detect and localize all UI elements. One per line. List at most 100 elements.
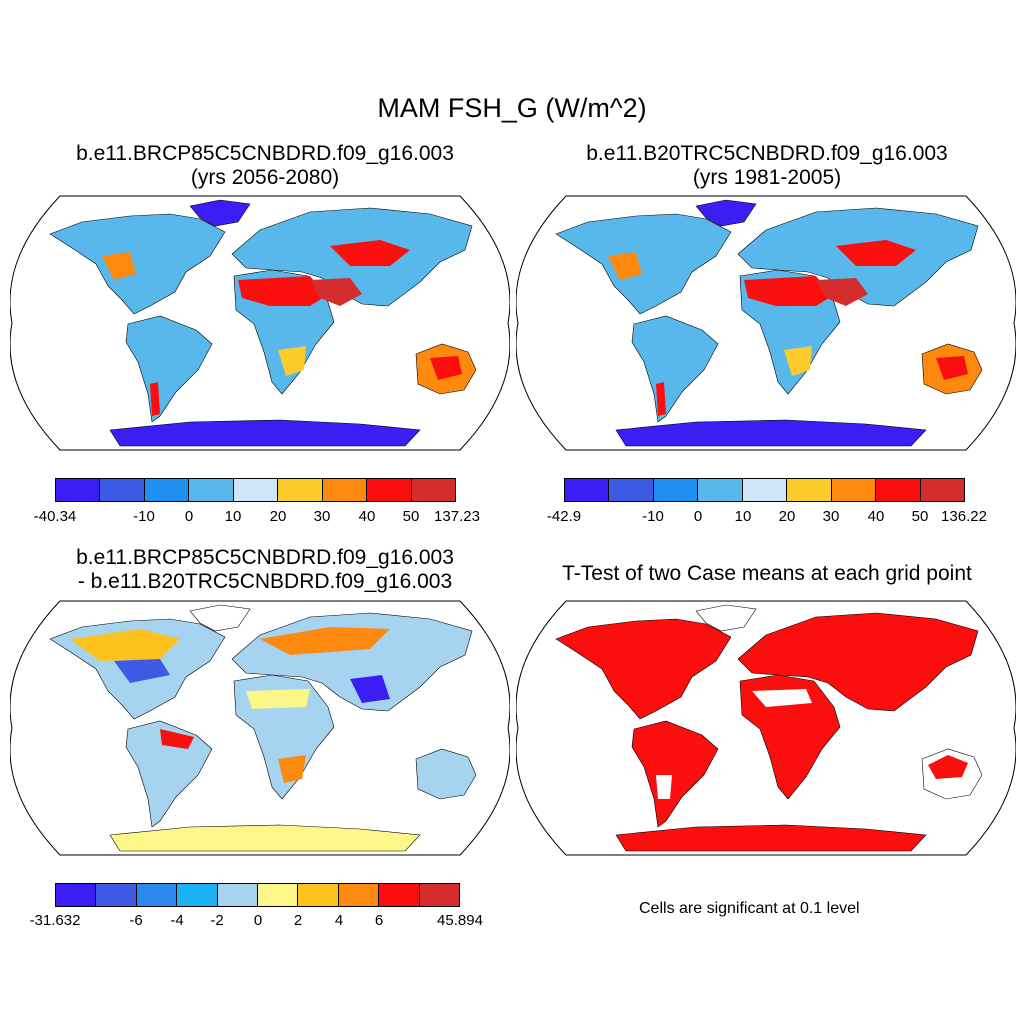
colorbar-swatch [742, 479, 788, 501]
panel1-tick: -10 [133, 508, 155, 525]
panel2-tick: 136.22 [941, 508, 987, 525]
us-cold-region [114, 659, 170, 683]
panel2-tick: 10 [734, 508, 752, 525]
andes-region [150, 382, 160, 416]
colorbar-swatch [233, 479, 279, 501]
colorbar-swatch [876, 479, 921, 501]
colorbar-swatch [56, 479, 101, 501]
colorbar-swatch [322, 479, 368, 501]
colorbar-swatch [338, 884, 380, 906]
central-asia-region [836, 240, 916, 266]
colorbar-swatch [144, 479, 190, 501]
colorbar-swatch [278, 479, 323, 501]
panel3-title-line2: - b.e11.B20TRC5CNBDRD.f09_g16.003 [77, 570, 453, 593]
panel2-tick: 0 [693, 508, 703, 525]
colorbar-swatch [920, 479, 964, 501]
panel1-title-line2: (yrs 2056-2080) [190, 166, 340, 189]
landmass-greenland [695, 604, 757, 632]
panel2-tick: 40 [867, 508, 885, 525]
panel2-title: b.e11.B20TRC5CNBDRD.f09_g16.003 (yrs 198… [522, 142, 1012, 190]
colorbar-swatch [565, 479, 610, 501]
landmass-south-america [125, 315, 213, 423]
sahara-region [238, 276, 326, 306]
colorbar-swatch [189, 479, 234, 501]
panel4-title-line1: T-Test of two Case means at each grid po… [562, 562, 972, 585]
landmass-africa [739, 674, 841, 800]
colorbar-swatch [379, 884, 420, 906]
panel3-tick: 45.894 [437, 912, 483, 929]
panel3-tick: -6 [129, 912, 143, 929]
middle-east-region [310, 278, 362, 306]
panel1-tick: 137.23 [434, 508, 480, 525]
colorbar-swatch [419, 884, 460, 906]
panel3-tick: 0 [253, 912, 263, 929]
panel4-map [516, 600, 1016, 856]
us-west-region [608, 252, 642, 280]
colorbar-swatch [96, 884, 137, 906]
panel2-map [516, 195, 1016, 451]
panel1-tick: -40.34 [33, 508, 77, 525]
landmass-greenland [189, 199, 251, 227]
landmass-greenland [189, 604, 251, 632]
landmass-antarctica [615, 824, 927, 852]
australia-core-region [936, 356, 968, 380]
panel1-title: b.e11.BRCP85C5CNBDRD.f09_g16.003 (yrs 20… [20, 142, 510, 190]
amazon-warm-region [160, 729, 194, 749]
sahara-nonsignificant-region [752, 689, 812, 707]
panel1-map [10, 195, 510, 451]
landmass-antarctica [615, 419, 927, 447]
panel3-colorbar [55, 883, 460, 907]
australia-significant-region [928, 755, 968, 779]
panel1-tick: 0 [184, 508, 194, 525]
colorbar-swatch [787, 479, 832, 501]
panel2-title-line2: (yrs 1981-2005) [692, 166, 842, 189]
colorbar-swatch [136, 884, 178, 906]
panel3-tick: 6 [374, 912, 384, 929]
landmass-south-america [631, 315, 719, 423]
colorbar-swatch [698, 479, 743, 501]
panel3-tick: 4 [334, 912, 344, 929]
panel3-tick: -4 [170, 912, 184, 929]
panel1-tick: 20 [269, 508, 287, 525]
panel3-tick: -31.632 [29, 912, 81, 929]
panel3-map [10, 600, 510, 856]
map-outline [516, 195, 1016, 451]
panel2-tick: -42.9 [546, 508, 582, 525]
panel3-title: b.e11.BRCP85C5CNBDRD.f09_g16.003 - b.e11… [20, 546, 510, 594]
panel1-colorbar [55, 478, 456, 502]
australia-core-region [430, 356, 462, 380]
panel2-colorbar [564, 478, 965, 502]
panel2-title-line1: b.e11.B20TRC5CNBDRD.f09_g16.003 [586, 142, 948, 165]
panel1-title-line1: b.e11.BRCP85C5CNBDRD.f09_g16.003 [76, 142, 454, 165]
us-west-region [102, 252, 136, 280]
north-america-warm-region [70, 629, 180, 661]
figure-title: MAM FSH_G (W/m^2) [377, 93, 647, 123]
panel2-tick: -10 [642, 508, 664, 525]
panel1-tick: 10 [224, 508, 242, 525]
colorbar-swatch [217, 884, 259, 906]
panel3-tick: 2 [293, 912, 303, 929]
colorbar-swatch [298, 884, 339, 906]
map-outline [516, 600, 1016, 856]
landmass-antarctica [109, 824, 421, 852]
landmass-north-america [49, 213, 226, 315]
colorbar-swatch [258, 884, 299, 906]
panel2-tick: 30 [822, 508, 840, 525]
colorbar-swatch [56, 884, 97, 906]
colorbar-swatch [367, 479, 412, 501]
colorbar-swatch [177, 884, 218, 906]
panel1-tick: 30 [313, 508, 331, 525]
panel4-title: T-Test of two Case means at each grid po… [522, 562, 1012, 586]
andes-region [656, 382, 666, 416]
panel2-tick: 20 [778, 508, 796, 525]
landmass-south-america [631, 720, 719, 828]
landmass-greenland [695, 199, 757, 227]
sahara-region [744, 276, 832, 306]
south-america-nonsignificant-region [656, 775, 672, 799]
south-africa-region [278, 346, 306, 376]
colorbar-swatch [831, 479, 877, 501]
significance-note: Cells are significant at 0.1 level [639, 900, 860, 917]
panel1-tick: 50 [402, 508, 420, 525]
colorbar-swatch [411, 479, 455, 501]
landmass-australia [415, 748, 477, 800]
